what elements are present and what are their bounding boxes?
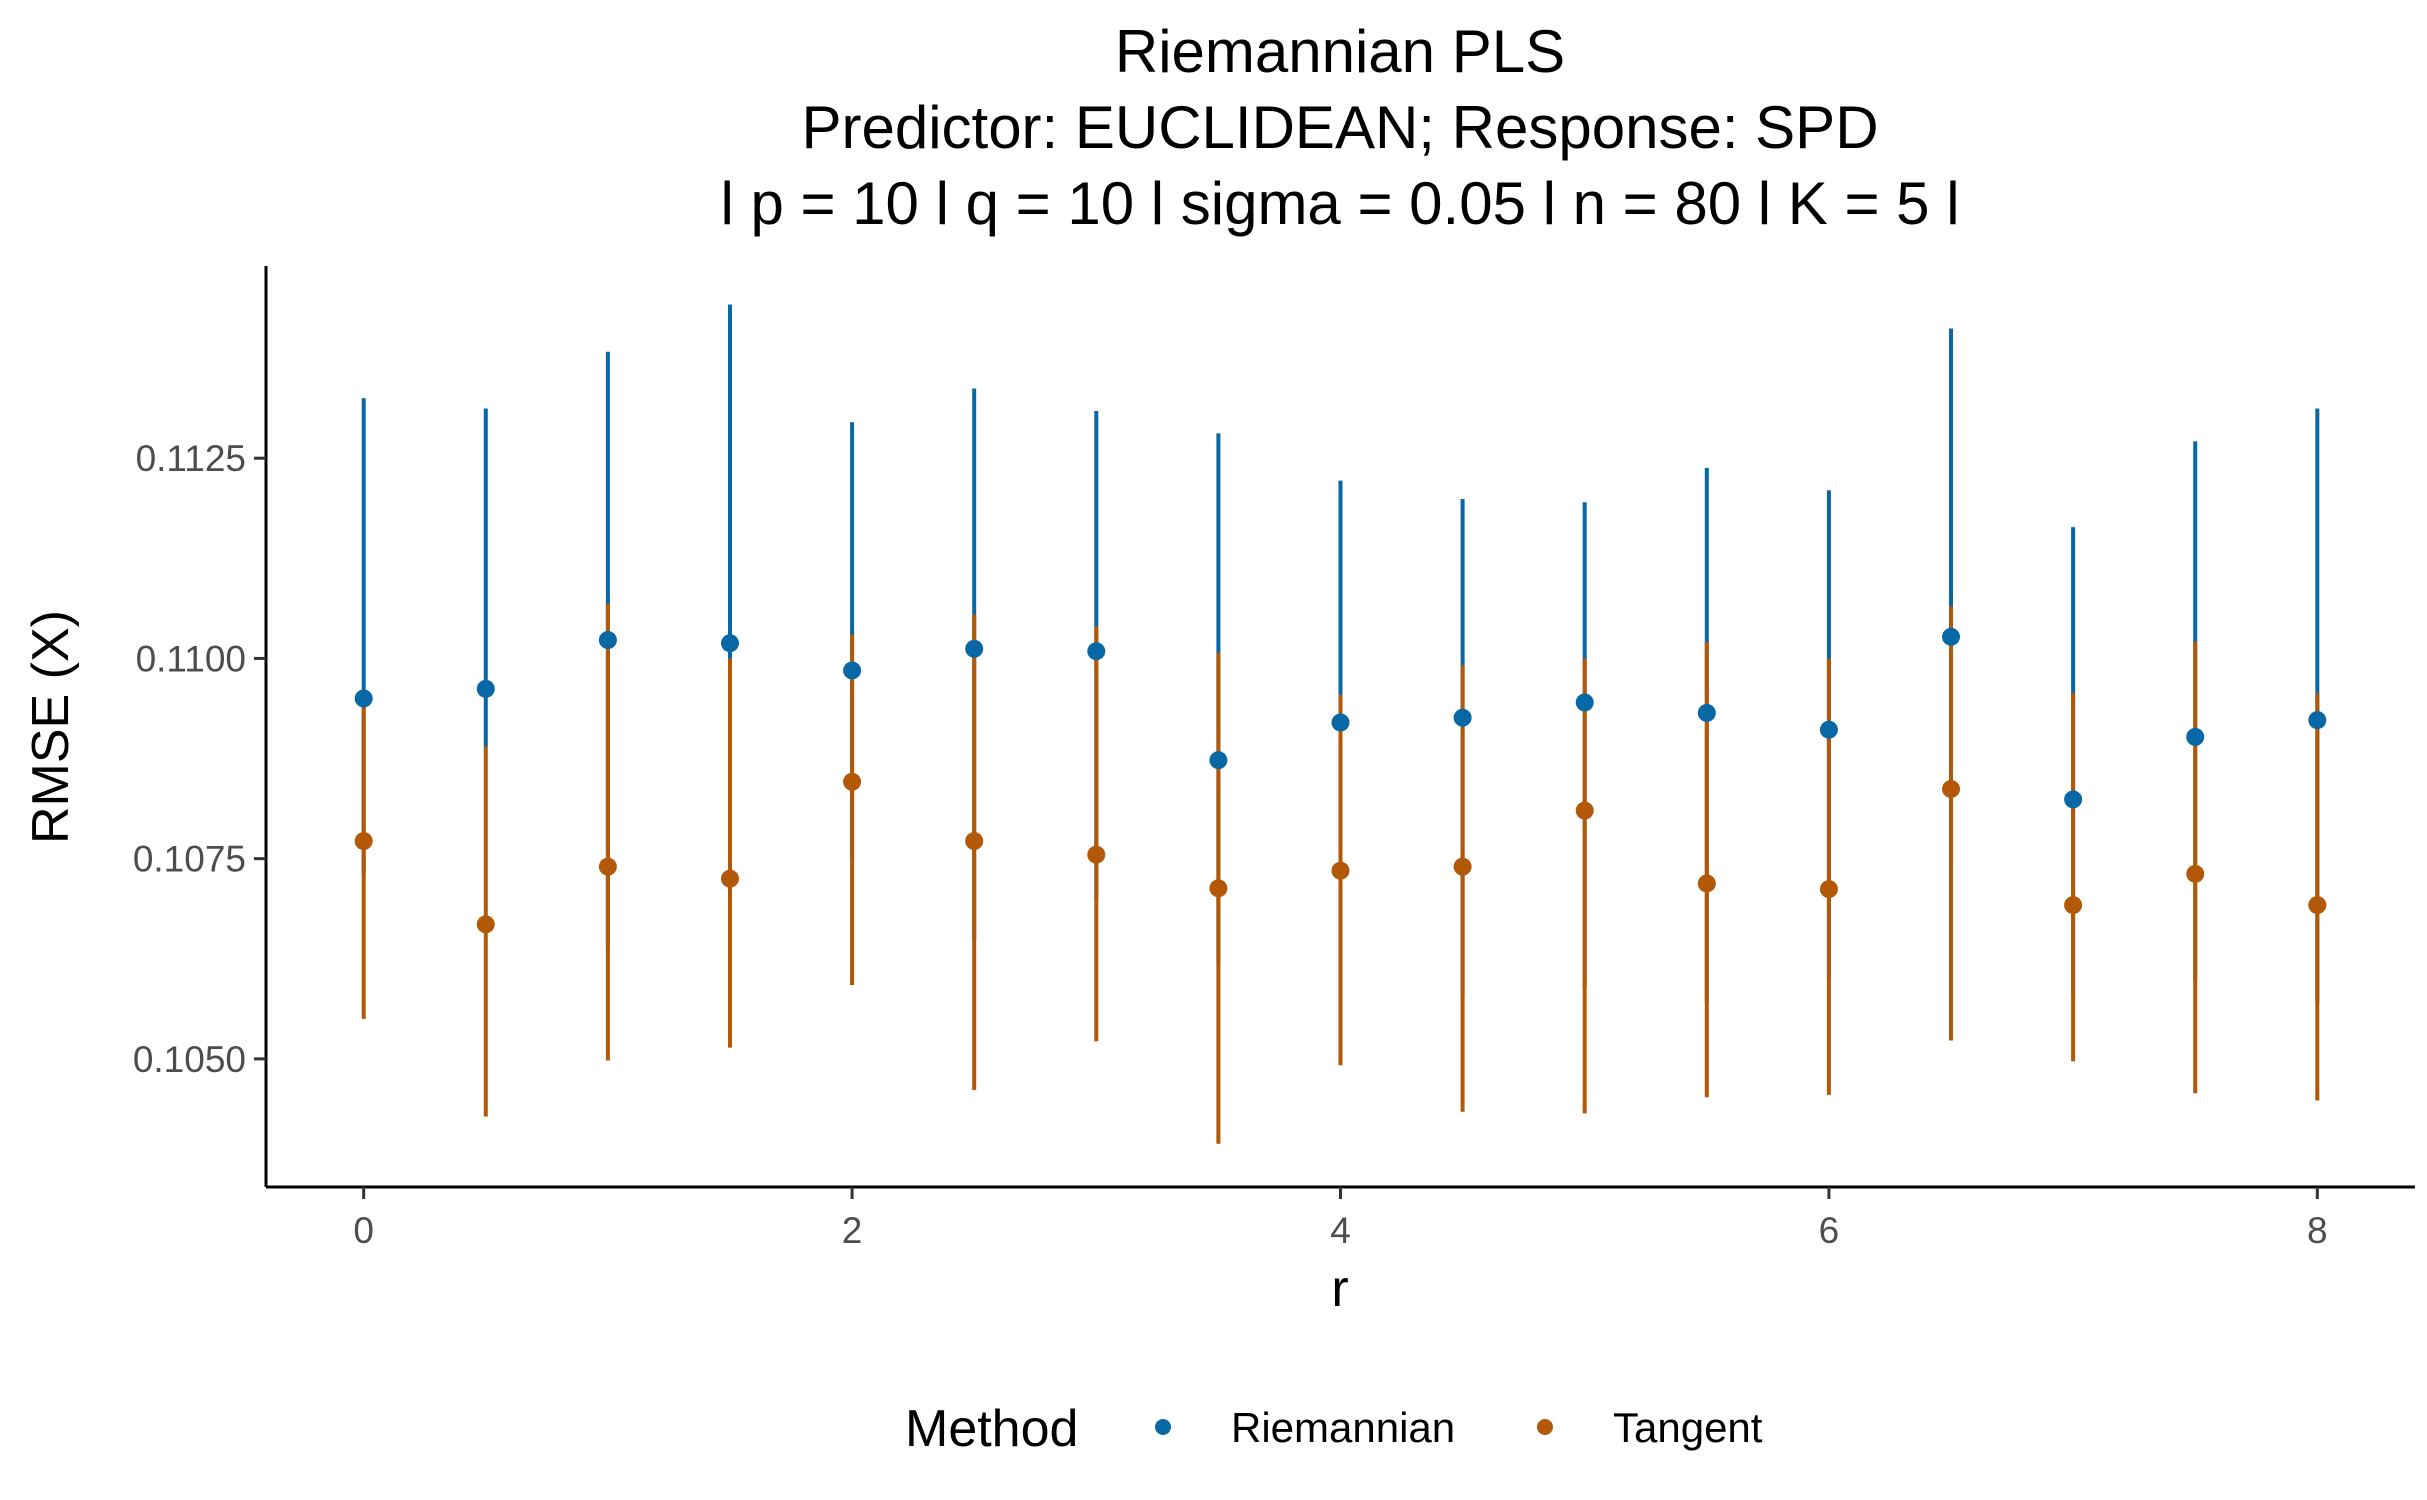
point-riemannian-7 [1209, 751, 1228, 770]
point-riemannian-12 [1819, 720, 1838, 739]
point-riemannian-6 [1087, 642, 1106, 661]
y-axis-title: RMSE (X) [22, 610, 80, 844]
point-tangent-2 [598, 857, 617, 876]
x-tick-label-1: 2 [842, 1210, 863, 1251]
point-tangent-10 [1575, 801, 1594, 820]
legend-title: Method [905, 1400, 1078, 1458]
point-tangent-13 [1942, 779, 1961, 798]
x-tick-label-0: 0 [353, 1210, 374, 1251]
point-riemannian-3 [720, 634, 739, 653]
point-tangent-12 [1819, 880, 1838, 899]
point-tangent-16 [2308, 896, 2327, 915]
x-tick-label-3: 6 [1819, 1210, 1840, 1251]
chart-title: Riemannian PLS Predictor: EUCLIDEAN; Res… [720, 18, 1959, 237]
point-riemannian-9 [1453, 708, 1472, 727]
point-riemannian-5 [965, 639, 984, 658]
point-riemannian-10 [1575, 693, 1594, 712]
point-tangent-5 [965, 832, 984, 851]
point-riemannian-14 [2064, 790, 2083, 809]
point-riemannian-1 [476, 679, 495, 698]
legend-key-riemannian [1155, 1419, 1171, 1435]
point-riemannian-13 [1942, 627, 1961, 646]
legend: Method Riemannian Tangent [905, 1400, 1763, 1458]
ticks: 0 2 4 6 8 0.1050 0.1075 0.1100 0.1125 [133, 438, 2328, 1251]
point-tangent-9 [1453, 857, 1472, 876]
point-tangent-11 [1697, 874, 1716, 893]
point-tangent-14 [2064, 896, 2083, 915]
legend-label-tangent: Tangent [1613, 1404, 1763, 1451]
legend-label-riemannian: Riemannian [1231, 1404, 1455, 1451]
title-line-1: Riemannian PLS [1115, 18, 1565, 85]
point-riemannian-15 [2186, 727, 2205, 746]
plot-area [354, 304, 2327, 1144]
point-tangent-4 [843, 772, 862, 791]
y-tick-label-1: 0.1075 [133, 839, 246, 880]
point-riemannian-11 [1697, 703, 1716, 722]
point-riemannian-8 [1331, 713, 1350, 732]
point-tangent-15 [2186, 864, 2205, 883]
point-tangent-1 [476, 915, 495, 934]
point-tangent-6 [1087, 845, 1106, 864]
point-tangent-0 [354, 832, 373, 851]
point-tangent-7 [1209, 879, 1228, 898]
y-tick-label-3: 0.1125 [136, 438, 246, 479]
legend-key-tangent [1537, 1419, 1553, 1435]
x-tick-label-2: 4 [1330, 1210, 1351, 1251]
title-line-2: Predictor: EUCLIDEAN; Response: SPD [801, 94, 1878, 161]
title-line-3: l p = 10 l q = 10 l sigma = 0.05 l n = 8… [720, 170, 1959, 237]
x-axis-title: r [1331, 1260, 1348, 1318]
point-riemannian-2 [598, 631, 617, 650]
x-tick-label-4: 8 [2307, 1210, 2328, 1251]
point-tangent-8 [1331, 861, 1350, 880]
point-tangent-3 [720, 869, 739, 888]
point-riemannian-4 [843, 661, 862, 680]
y-tick-label-0: 0.1050 [133, 1039, 246, 1080]
point-riemannian-16 [2308, 711, 2327, 730]
y-tick-label-2: 0.1100 [136, 638, 246, 679]
point-riemannian-0 [354, 689, 373, 708]
